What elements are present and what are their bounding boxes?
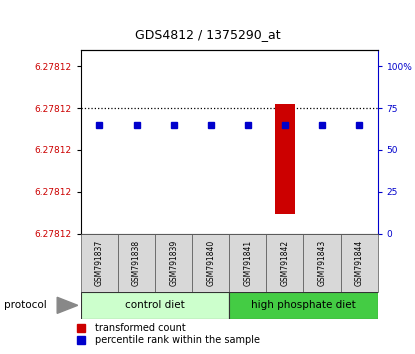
Text: GSM791843: GSM791843 xyxy=(317,240,327,286)
FancyBboxPatch shape xyxy=(118,234,155,292)
Text: GSM791842: GSM791842 xyxy=(281,240,289,286)
Text: GSM791841: GSM791841 xyxy=(243,240,252,286)
FancyBboxPatch shape xyxy=(266,234,303,292)
FancyBboxPatch shape xyxy=(303,234,341,292)
FancyBboxPatch shape xyxy=(229,234,266,292)
Legend: transformed count, percentile rank within the sample: transformed count, percentile rank withi… xyxy=(71,324,260,346)
Bar xyxy=(275,104,295,215)
Text: GSM791840: GSM791840 xyxy=(206,240,215,286)
Text: high phosphate diet: high phosphate diet xyxy=(251,300,356,310)
FancyBboxPatch shape xyxy=(341,234,378,292)
Text: protocol: protocol xyxy=(4,300,47,310)
Text: GSM791844: GSM791844 xyxy=(354,240,364,286)
FancyBboxPatch shape xyxy=(81,234,118,292)
Text: GSM791837: GSM791837 xyxy=(95,240,104,286)
Polygon shape xyxy=(57,297,78,313)
Text: GDS4812 / 1375290_at: GDS4812 / 1375290_at xyxy=(135,28,280,41)
FancyBboxPatch shape xyxy=(155,234,192,292)
FancyBboxPatch shape xyxy=(229,292,378,319)
Text: GSM791838: GSM791838 xyxy=(132,240,141,286)
Text: GSM791839: GSM791839 xyxy=(169,240,178,286)
Text: control diet: control diet xyxy=(125,300,185,310)
FancyBboxPatch shape xyxy=(81,292,229,319)
FancyBboxPatch shape xyxy=(192,234,229,292)
